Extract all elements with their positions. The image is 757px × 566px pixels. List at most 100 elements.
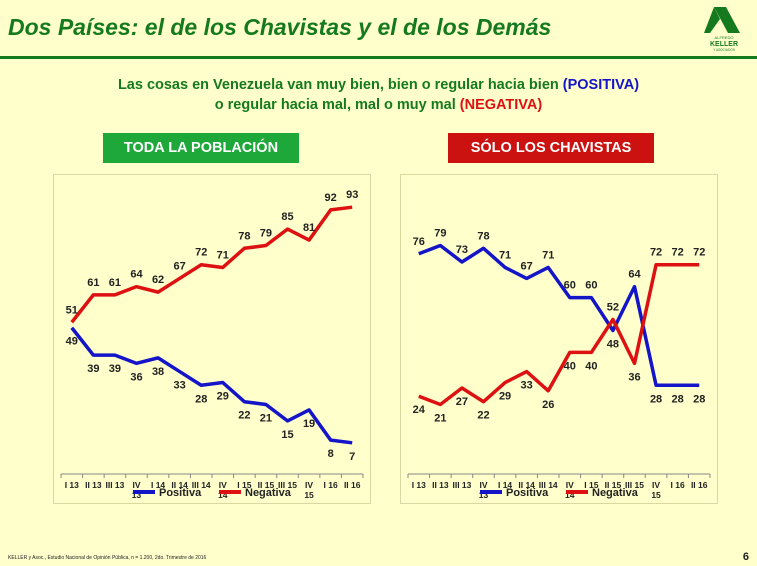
data-label: 78 — [238, 230, 250, 242]
data-label: 81 — [303, 222, 315, 234]
data-label: 49 — [66, 336, 78, 348]
chart-panel-all-population: I 13 II 13 III 13 IV 13 I 14 II 14 III 14 IV 14 I … — [53, 174, 371, 504]
x-tick-label: II 13 — [85, 480, 102, 490]
data-label: 62 — [152, 274, 164, 286]
series-line-negativa — [70, 205, 353, 324]
data-label: 52 — [607, 302, 619, 314]
data-label: 71 — [217, 249, 229, 261]
subtitle-line-1: Las cosas en Venezuela van muy bien, bie… — [0, 77, 757, 93]
data-label: 61 — [109, 277, 121, 289]
page-title: Dos Países: el de los Chavistas y el de … — [8, 14, 552, 40]
chart-title-all-population: TODA LA POBLACIÓN — [103, 133, 299, 163]
data-label: 72 — [195, 247, 207, 259]
x-tick-label: II 15 — [605, 480, 622, 490]
title-underline — [0, 56, 757, 59]
logo-text-top: ALFREDO — [715, 35, 734, 40]
data-label: 51 — [66, 304, 78, 316]
x-tick-label: I 14 — [151, 480, 165, 490]
data-label: 64 — [130, 269, 143, 281]
subtitle-line-2: o regular hacia mal, mal o muy mal (NEGA… — [0, 97, 757, 113]
x-tick-label: I 13 — [412, 480, 426, 490]
x-tick-label: IV 14 — [565, 480, 575, 500]
data-label: 36 — [628, 371, 640, 383]
data-label: 78 — [477, 230, 489, 242]
legend-label-negativa: Negativa — [592, 487, 639, 499]
data-label: 24 — [413, 404, 426, 416]
x-tick-label: IV 13 — [479, 480, 489, 500]
data-label: 21 — [434, 412, 446, 424]
data-label: 93 — [346, 189, 358, 201]
data-label: 39 — [109, 363, 121, 375]
data-label: 61 — [87, 277, 99, 289]
data-label: 76 — [413, 236, 425, 248]
x-tick-label: III 14 — [539, 480, 558, 490]
x-tick-label: IV 14 — [218, 480, 228, 500]
data-label: 7 — [349, 451, 355, 463]
x-tick-label: II 13 — [432, 480, 449, 490]
x-tick-label: I 13 — [65, 480, 79, 490]
data-label: 28 — [650, 393, 662, 405]
data-label: 36 — [130, 371, 142, 383]
data-label: 64 — [628, 269, 641, 281]
data-label: 79 — [260, 228, 272, 240]
source-footnote: KELLER y Asoc., Estudio Nacional de Opin… — [8, 555, 207, 561]
data-label: 40 — [564, 360, 576, 372]
legend-label-positiva: Positiva — [506, 487, 549, 499]
data-label: 67 — [521, 260, 533, 272]
x-tick-label: III 14 — [192, 480, 211, 490]
subtitle-positive-tag: (POSITIVA) — [562, 77, 640, 93]
data-label: 60 — [564, 280, 576, 292]
series-line-positiva — [418, 243, 700, 388]
x-tick-label: III 15 — [625, 480, 644, 490]
x-tick-label: III 15 — [278, 480, 297, 490]
data-label: 40 — [585, 360, 597, 372]
data-label: 28 — [672, 393, 684, 405]
data-label: 71 — [542, 249, 554, 261]
x-tick-label: I 15 — [237, 480, 251, 490]
data-label: 8 — [328, 448, 334, 460]
data-label: 72 — [672, 247, 684, 259]
data-label: 60 — [585, 280, 597, 292]
line-chart-all-population: I 13 II 13 III 13 IV 13 I 14 II 14 III 14 IV 14 I … — [53, 174, 371, 504]
data-label: 38 — [152, 366, 164, 378]
x-tick-label: I 15 — [584, 480, 598, 490]
data-label: 72 — [693, 247, 705, 259]
legend-label-positiva: Positiva — [159, 487, 202, 499]
data-label: 85 — [281, 211, 293, 223]
data-label: 28 — [693, 393, 705, 405]
subtitle-line-2-text: o regular hacia mal, mal o muy mal — [214, 97, 456, 113]
subtitle-line-1-text: Las cosas en Venezuela van muy bien, bie… — [117, 77, 559, 93]
logo-text-bottom: Y ASOCIADOS — [713, 48, 735, 52]
x-tick-label: IV 13 — [132, 480, 142, 500]
series-line-positiva — [70, 326, 353, 445]
legend-label-negativa: Negativa — [245, 487, 292, 499]
series-line-negativa — [418, 262, 700, 407]
x-tick-label: IV 15 — [304, 480, 314, 500]
subtitle-negative-tag: (NEGATIVA) — [459, 97, 543, 113]
x-tick-label: II 14 — [171, 480, 188, 490]
chart-panel-chavistas: I 13 II 13 III 13 IV 13 I 14 II 14 III 14 IV 14 I … — [400, 174, 718, 504]
data-label: 19 — [303, 418, 315, 430]
data-label: 33 — [174, 380, 186, 392]
data-label: 22 — [477, 410, 489, 422]
data-label: 29 — [217, 391, 229, 403]
logo-mark-icon: ALFREDO KELLER Y ASOCIADOS — [704, 7, 740, 52]
data-label: 79 — [434, 228, 446, 240]
data-label: 73 — [456, 244, 468, 256]
logo: ALFREDO KELLER Y ASOCIADOS — [700, 5, 748, 53]
data-label: 92 — [325, 192, 337, 204]
x-tick-label: III 13 — [452, 480, 471, 490]
x-tick-label: II 16 — [691, 480, 708, 490]
x-tick-label: II 16 — [344, 480, 361, 490]
chart-frame — [53, 174, 371, 504]
data-label: 27 — [456, 396, 468, 408]
x-tick-label: III 13 — [105, 480, 124, 490]
data-label: 33 — [521, 380, 533, 392]
data-label: 29 — [499, 391, 511, 403]
x-tick-label: II 15 — [258, 480, 275, 490]
logo-text-name: KELLER — [710, 41, 738, 48]
data-label: 71 — [499, 249, 511, 261]
page-number: 6 — [742, 551, 749, 563]
data-label: 21 — [260, 412, 272, 424]
line-chart-chavistas: I 13 II 13 III 13 IV 13 I 14 II 14 III 14 IV 14 I … — [400, 174, 718, 504]
